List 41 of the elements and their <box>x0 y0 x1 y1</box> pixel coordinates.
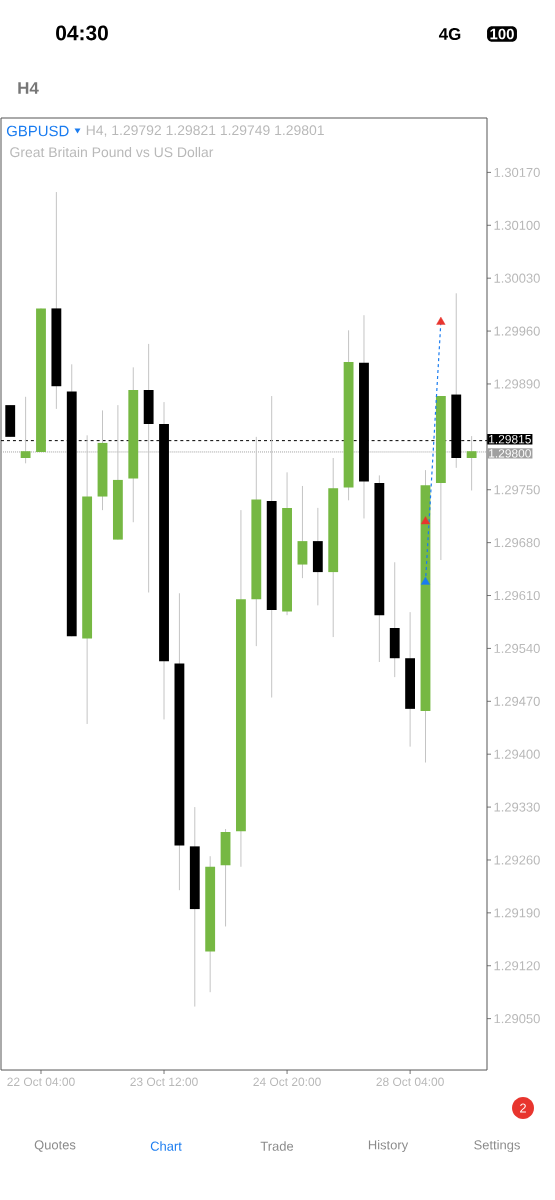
x-tick-label: 23 Oct 12:00 <box>130 1077 198 1086</box>
text: Chart <box>150 1141 182 1151</box>
ref-line-label: 1.29800 <box>489 449 531 458</box>
y-tick-label: 1.29050 <box>494 1014 540 1024</box>
y-tick-label: 1.30100 <box>494 220 540 230</box>
y-tick-label: 1.29400 <box>494 749 540 759</box>
chart-subtitle: H4, 1.29792 1.29821 1.29749 1.29801 <box>86 125 324 137</box>
y-tick-label: 1.29260 <box>494 855 540 865</box>
candlestick <box>20 396 31 464</box>
text: 100 <box>490 28 514 40</box>
y-tick-label: 1.29750 <box>494 485 540 495</box>
chart-title: GBPUSD <box>6 125 69 137</box>
y-tick-label: 1.29540 <box>494 643 540 653</box>
text: Quotes <box>34 1140 76 1152</box>
text: 2 <box>520 1103 526 1113</box>
candlestick <box>297 485 308 579</box>
text: 4G <box>438 28 461 40</box>
text: Settings <box>474 1139 520 1153</box>
point <box>420 516 431 525</box>
x-tick-label: 28 Oct 04:00 <box>376 1077 444 1086</box>
annotation: Great Britain Pound vs US Dollar <box>10 146 214 158</box>
x-tick-label: 24 Oct 20:00 <box>253 1077 321 1086</box>
y-tick-label: 1.29120 <box>494 961 540 971</box>
text: History <box>368 1139 409 1153</box>
text: Trade <box>260 1141 294 1151</box>
candlestick <box>466 435 477 491</box>
x-tick-label: 22 Oct 04:00 <box>7 1077 75 1086</box>
y-tick-label: 1.29610 <box>494 590 540 601</box>
y-tick-label: 1.29190 <box>494 908 540 918</box>
text: 04:30 <box>56 25 108 41</box>
y-tick-label: 1.30030 <box>494 273 540 283</box>
y-tick-label: 1.29680 <box>494 538 540 548</box>
ref-line-label: 1.29815 <box>489 434 531 444</box>
y-tick-label: 1.30170 <box>494 167 540 177</box>
point <box>436 316 446 325</box>
y-tick-label: 1.29330 <box>494 802 540 812</box>
y-tick-label: 1.29960 <box>494 326 540 336</box>
y-tick-label: 1.29470 <box>494 696 540 706</box>
text: H4 <box>18 82 39 94</box>
y-tick-label: 1.29890 <box>494 379 540 389</box>
point <box>420 576 431 585</box>
